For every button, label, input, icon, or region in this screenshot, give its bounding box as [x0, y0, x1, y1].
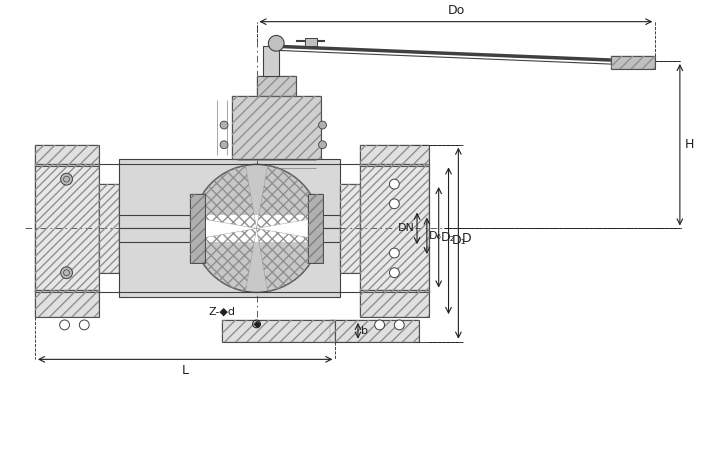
Bar	[99, 184, 119, 273]
Text: L: L	[182, 364, 189, 377]
Bar	[360, 145, 429, 166]
Circle shape	[319, 141, 327, 149]
Text: D₂: D₂	[441, 231, 455, 244]
Bar	[35, 164, 99, 292]
Circle shape	[60, 173, 72, 185]
Bar	[360, 164, 429, 292]
Bar	[256, 76, 296, 96]
Bar	[263, 46, 279, 76]
Bar	[222, 320, 335, 341]
Bar	[340, 184, 360, 273]
Bar	[190, 194, 205, 263]
Circle shape	[390, 179, 399, 189]
Circle shape	[220, 141, 228, 149]
Bar	[119, 228, 340, 297]
Circle shape	[375, 320, 385, 330]
Bar	[35, 164, 99, 292]
Text: D: D	[462, 232, 471, 245]
Bar	[330, 320, 419, 341]
Bar	[119, 160, 340, 228]
Text: b: b	[361, 326, 368, 336]
Bar	[360, 164, 429, 292]
Bar	[611, 56, 655, 69]
Bar	[232, 96, 320, 160]
Circle shape	[394, 320, 404, 330]
Bar	[35, 291, 99, 317]
Circle shape	[390, 199, 399, 209]
Text: Z-◆d: Z-◆d	[209, 307, 236, 317]
Text: D₁: D₁	[452, 234, 466, 247]
Bar	[611, 56, 655, 69]
Bar	[232, 96, 320, 160]
Bar	[307, 194, 324, 263]
Bar	[340, 184, 360, 273]
Text: D₆: D₆	[429, 231, 442, 241]
Text: H: H	[685, 138, 694, 151]
Bar	[35, 291, 99, 317]
Bar	[222, 320, 335, 341]
Text: Do: Do	[447, 4, 464, 17]
Circle shape	[60, 267, 72, 279]
Circle shape	[220, 121, 228, 129]
Text: DN: DN	[398, 223, 415, 234]
Circle shape	[60, 320, 70, 330]
Bar	[99, 184, 119, 273]
Bar	[190, 194, 205, 263]
Bar	[360, 291, 429, 317]
Circle shape	[390, 248, 399, 258]
Bar	[305, 39, 317, 46]
Bar	[192, 215, 320, 242]
Bar	[360, 291, 429, 317]
Circle shape	[319, 121, 327, 129]
Circle shape	[192, 164, 320, 292]
Circle shape	[390, 268, 399, 277]
Bar	[330, 320, 419, 341]
Bar	[35, 145, 99, 166]
Circle shape	[268, 35, 284, 51]
Circle shape	[80, 320, 89, 330]
Bar	[307, 194, 324, 263]
Bar	[256, 76, 296, 96]
Bar	[35, 145, 99, 166]
Bar	[360, 145, 429, 166]
